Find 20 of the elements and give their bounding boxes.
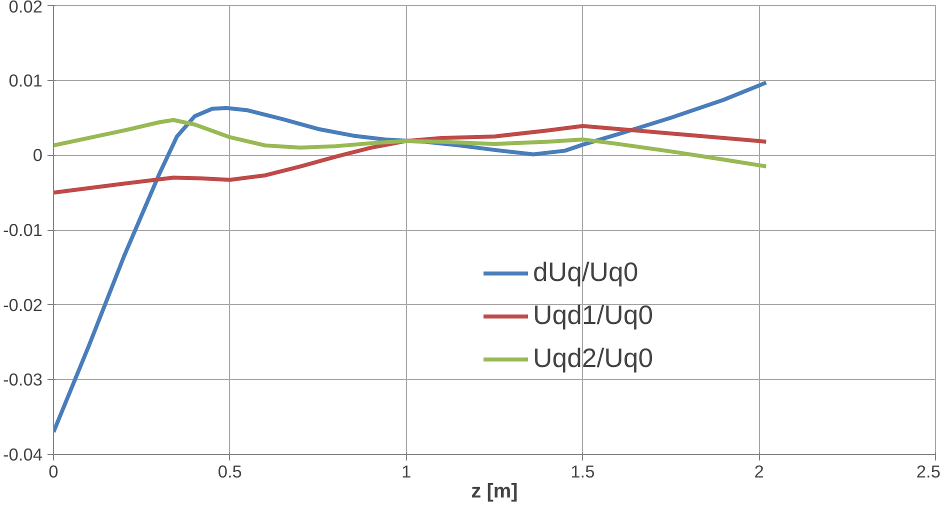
y-tick-label: -0.02 xyxy=(3,294,43,315)
legend-label: dUq/Uq0 xyxy=(533,257,638,288)
y-tick-label: -0.03 xyxy=(3,370,43,390)
legend-label: Uqd2/Uq0 xyxy=(533,343,654,374)
x-tick-label: 0.5 xyxy=(218,462,242,482)
x-tick-label: 2 xyxy=(754,462,764,482)
x-tick-label: 1.5 xyxy=(570,462,595,482)
y-tick-label: 0.01 xyxy=(8,70,43,90)
line-series xyxy=(54,118,768,168)
line-series xyxy=(54,124,768,195)
y-tick-label: -0.04 xyxy=(3,444,43,464)
x-tick-label: 1 xyxy=(401,462,412,482)
line-series xyxy=(54,80,768,434)
y-tick-label: -0.01 xyxy=(3,220,43,240)
legend-label: Uqd1/Uq0 xyxy=(533,300,654,331)
x-tick-label: 0 xyxy=(48,462,58,482)
x-tick-label: 2.5 xyxy=(916,462,941,482)
y-tick-label: 0.02 xyxy=(8,0,43,16)
x-axis-title: z [m] xyxy=(471,480,518,502)
y-tick-label: 0 xyxy=(32,145,43,166)
